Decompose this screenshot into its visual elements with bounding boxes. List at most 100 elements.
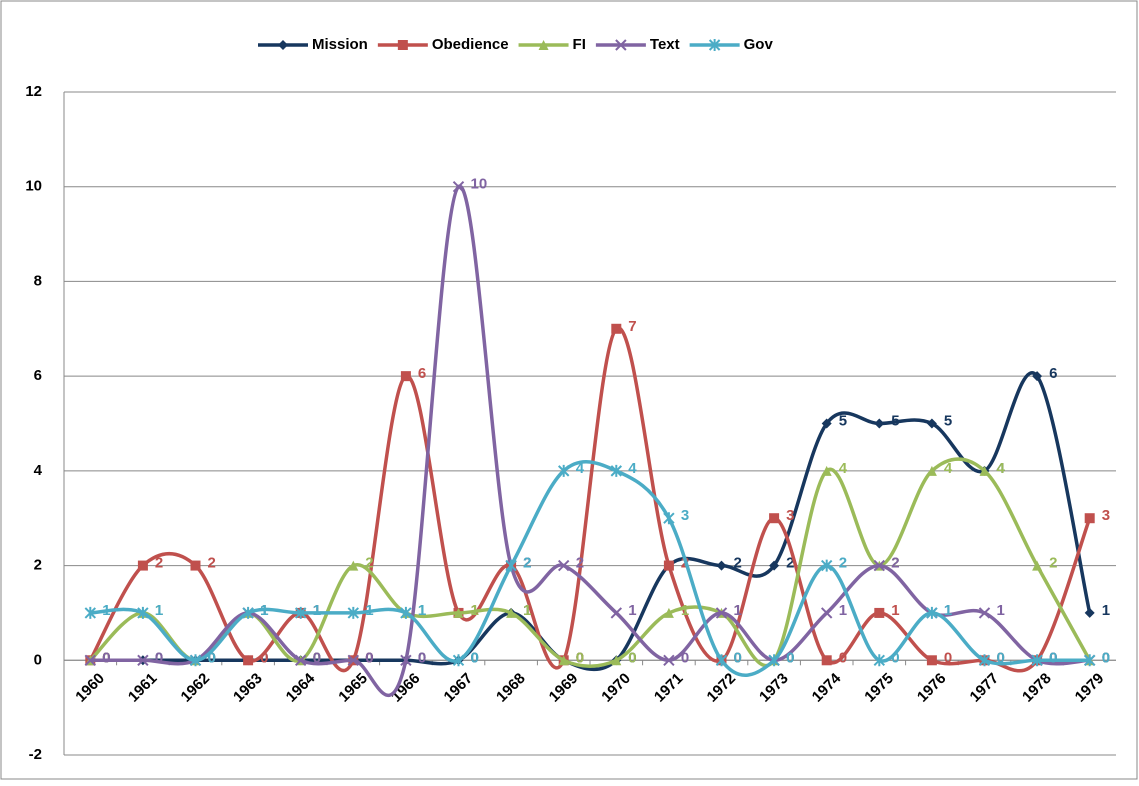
data-label: 0 [418, 649, 426, 666]
data-label: 7 [628, 318, 636, 335]
y-tick-label: 6 [34, 367, 42, 384]
marker [294, 654, 307, 666]
marker [873, 559, 886, 572]
marker [926, 655, 937, 666]
data-label: 2 [523, 555, 531, 572]
legend-label: Obedience [432, 36, 509, 53]
legend-label: FI [573, 36, 586, 53]
data-label: 0 [102, 649, 110, 666]
data-label: 0 [313, 649, 321, 666]
y-tick-label: 10 [25, 178, 42, 195]
marker [715, 654, 728, 667]
marker [979, 465, 990, 476]
marker [873, 654, 886, 667]
data-label: 1 [418, 602, 426, 619]
marker [663, 512, 675, 525]
marker [558, 655, 569, 666]
data-label: 1 [523, 602, 531, 619]
data-label: 10 [471, 176, 488, 193]
marker [1032, 560, 1043, 571]
marker [611, 323, 622, 334]
marker [926, 418, 937, 429]
data-label: 1 [523, 602, 531, 619]
data-label: 0 [313, 649, 321, 666]
marker [400, 606, 412, 619]
data-label: 1 [418, 602, 426, 619]
marker [820, 559, 833, 572]
data-label: 5 [839, 412, 847, 429]
data-label: 2 [786, 555, 794, 572]
data-label: 0 [1102, 649, 1110, 666]
data-label: 1 [681, 602, 689, 619]
data-label: 3 [681, 507, 689, 524]
data-label: 0 [155, 649, 163, 666]
data-label: 0 [471, 649, 479, 666]
marker [506, 607, 517, 618]
data-label: 1 [944, 602, 952, 619]
marker [452, 181, 465, 193]
data-label: 1 [260, 602, 268, 619]
data-label: 0 [155, 649, 163, 666]
marker [400, 371, 411, 382]
data-label: 0 [997, 649, 1005, 666]
marker [978, 654, 991, 667]
y-tick-label: 0 [34, 651, 42, 668]
data-label: 1 [944, 602, 952, 619]
legend-item: Text [595, 36, 680, 53]
marker [84, 654, 97, 666]
marker [557, 559, 570, 572]
data-label: 0 [891, 649, 899, 666]
y-tick-label: 12 [25, 83, 42, 100]
marker [347, 606, 360, 619]
marker [84, 606, 97, 619]
marker [348, 560, 359, 571]
data-label: 1 [313, 602, 321, 619]
data-label: 2 [1049, 555, 1057, 572]
data-label: 0 [1049, 649, 1057, 666]
data-label: 2 [891, 555, 899, 572]
marker [708, 39, 721, 51]
marker [769, 560, 780, 571]
marker [874, 418, 885, 429]
data-label: 1 [839, 602, 847, 619]
data-label: 0 [313, 649, 321, 666]
marker [926, 606, 938, 619]
data-label: 0 [1102, 649, 1110, 666]
data-label: 0 [734, 649, 742, 666]
marker [278, 40, 288, 50]
data-label: 1 [1102, 602, 1110, 619]
data-label: 2 [365, 555, 373, 572]
data-label: 2 [523, 555, 531, 572]
data-label: 6 [1049, 365, 1057, 382]
data-label: 0 [1049, 649, 1057, 666]
data-label: 0 [418, 649, 426, 666]
marker [611, 655, 622, 666]
series-line [90, 371, 1092, 672]
marker [663, 654, 675, 666]
marker [137, 654, 149, 666]
data-label: 1 [102, 602, 110, 619]
data-label: 4 [576, 460, 585, 477]
data-label: 1 [628, 602, 636, 619]
marker [978, 607, 991, 619]
marker [820, 607, 833, 619]
data-label: 0 [260, 649, 268, 666]
data-label: 6 [418, 365, 426, 382]
marker [1084, 513, 1095, 524]
data-label: 2 [891, 555, 899, 572]
marker [453, 607, 464, 618]
data-label: 4 [839, 460, 848, 477]
data-label: 4 [944, 460, 953, 477]
data-label: 4 [997, 460, 1006, 477]
data-label: 1 [365, 602, 373, 619]
legend-label: Text [650, 36, 680, 53]
series: 1 1 0 1 1 1 1 0 2 4 4 3 0 0 2 0 1 0 0 0 [84, 460, 1110, 677]
data-label: 2 [576, 555, 584, 572]
data-label: 1 [997, 602, 1005, 619]
data-label: 0 [944, 649, 952, 666]
marker [821, 655, 832, 666]
data-label: 0 [102, 649, 110, 666]
data-label: 5 [944, 412, 952, 429]
marker [137, 606, 149, 619]
